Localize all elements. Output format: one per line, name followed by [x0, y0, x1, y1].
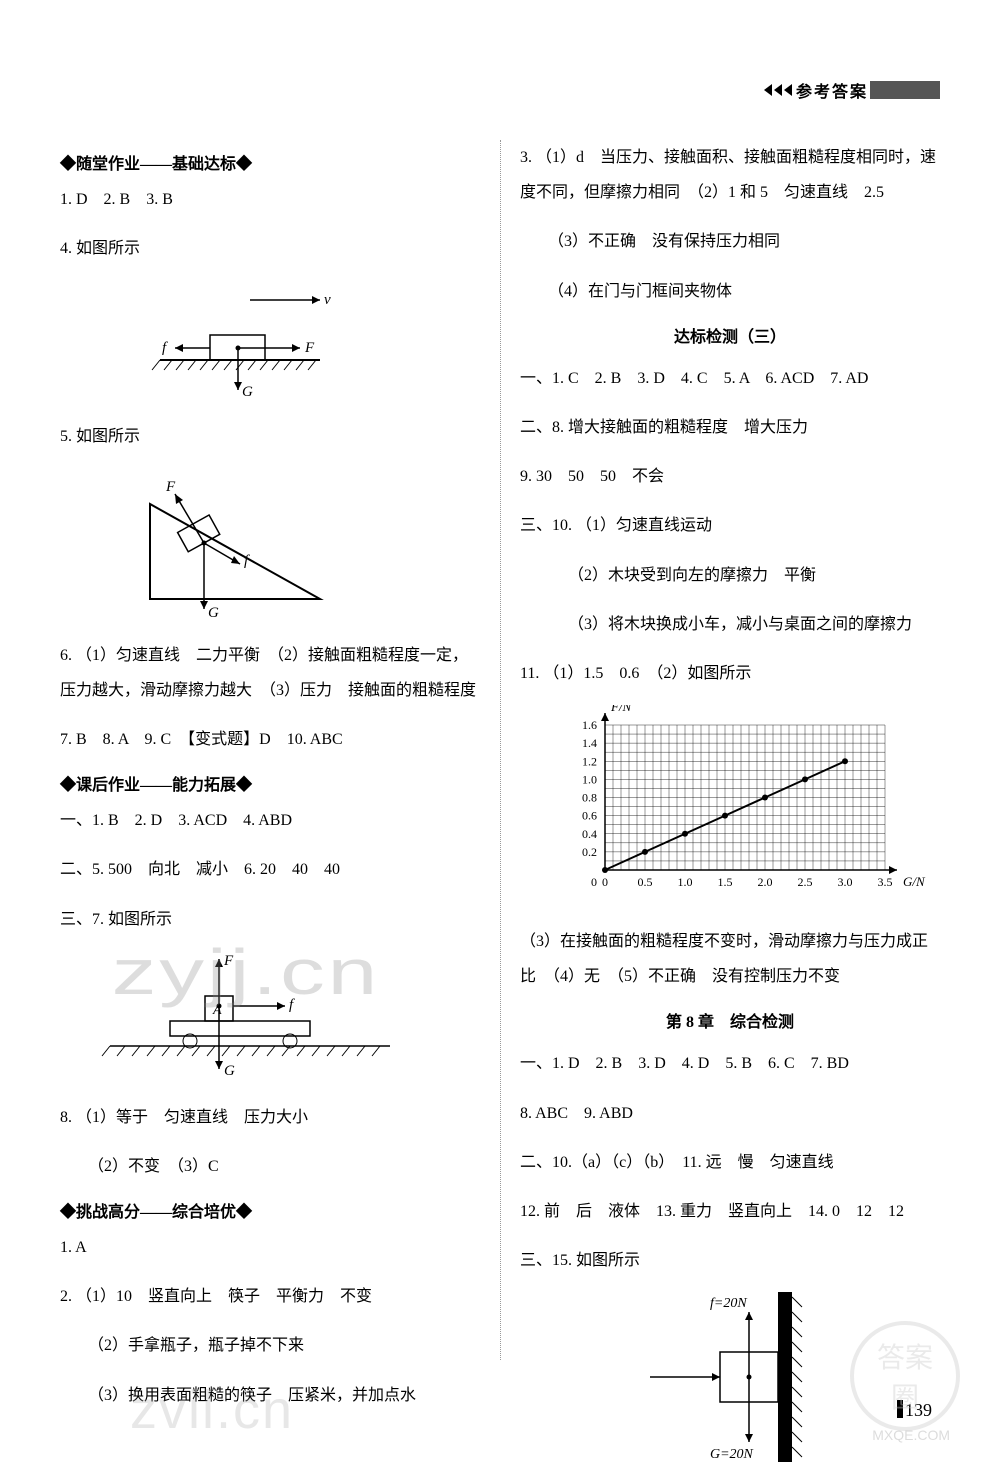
label-f: f: [244, 553, 250, 569]
answer-line: （2）不变 （3）C: [60, 1149, 480, 1184]
answer-line: 9. 30 50 50 不会: [520, 459, 940, 494]
section-title: ◆挑战高分——综合培优◆: [60, 1198, 480, 1222]
answer-line: （2）木块受到向左的摩擦力 平衡: [520, 558, 940, 593]
svg-text:0.5: 0.5: [638, 875, 653, 889]
answer-line: 8. （1）等于 匀速直线 压力大小: [60, 1100, 480, 1135]
svg-text:G/N: G/N: [903, 874, 926, 889]
answer-line: （3）将木块换成小车，减小与桌面之间的摩擦力: [520, 607, 940, 642]
figure-cart-diagram: A F f G: [90, 951, 480, 1086]
answer-line: 1. D 2. B 3. B: [60, 182, 480, 217]
answer-line: （2）手拿瓶子，瓶子掉不下来: [60, 1328, 480, 1363]
answer-line: 2. （1）10 竖直向上 筷子 平衡力 不变: [60, 1279, 480, 1314]
answer-line: 4. 如图所示: [60, 231, 480, 266]
answer-line: （3）在接触面的粗糙程度不变时，滑动摩擦力与压力成正比 （4）无 （5）不正确 …: [520, 924, 940, 994]
svg-text:0: 0: [602, 875, 608, 889]
section-title: ◆课后作业——能力拓展◆: [60, 771, 480, 795]
answer-line: 一、1. C 2. B 3. D 4. C 5. A 6. ACD 7. AD: [520, 361, 940, 396]
answer-line: （3）换用表面粗糙的筷子 压紧米，并加点水: [60, 1378, 480, 1413]
answer-line: 8. ABC 9. ABD: [520, 1096, 940, 1131]
answer-line: （4）在门与门框间夹物体: [520, 274, 940, 309]
answer-line: 二、5. 500 向北 减小 6. 20 40 40: [60, 852, 480, 887]
answer-line: 一、1. B 2. D 3. ACD 4. ABD: [60, 803, 480, 838]
svg-text:0.8: 0.8: [582, 791, 597, 805]
label-F: F: [304, 340, 315, 356]
label-G: G: [224, 1063, 235, 1079]
label-F: F: [223, 953, 234, 969]
section-title: 第 8 章 综合检测: [520, 1008, 940, 1032]
svg-text:1.0: 1.0: [678, 875, 693, 889]
svg-text:2.5: 2.5: [798, 875, 813, 889]
page-header: 参考答案: [764, 78, 940, 102]
label-v: v: [324, 292, 331, 308]
figure-force-diagram-block: F f G v: [120, 280, 480, 405]
figure-line-chart: 0 0.5 1.0 1.5 2.0 2.5 3.0 3.5 0.2 0.4 0.6 0.8 1.0 1.2…: [550, 705, 940, 910]
answer-line: 7. B 8. A 9. C 【变式题】D 10. ABC: [60, 722, 480, 757]
figure-wall-block-diagram: f=20N G=20N: [640, 1292, 940, 1467]
answer-line: 三、15. 如图所示: [520, 1243, 940, 1278]
svg-text:2.0: 2.0: [758, 875, 773, 889]
right-column: 3. （1）d 当压力、接触面积、接触面粗糙程度相同时，速度不同，但摩擦力相同 …: [520, 140, 940, 1481]
svg-text:0.2: 0.2: [582, 845, 597, 859]
answer-line: 3. （1）d 当压力、接触面积、接触面粗糙程度相同时，速度不同，但摩擦力相同 …: [520, 140, 940, 210]
label-G: G=20N: [710, 1447, 754, 1462]
label-f: f: [162, 340, 168, 356]
answer-line: 1. A: [60, 1230, 480, 1265]
svg-text:3.0: 3.0: [838, 875, 853, 889]
answer-line: 二、10.（a）（c）（b） 11. 远 慢 匀速直线: [520, 1145, 940, 1180]
chevrons-left-icon: [764, 84, 792, 96]
label-f: f=20N: [710, 1296, 747, 1311]
answer-line: 5. 如图所示: [60, 419, 480, 454]
answer-line: 11. （1）1.5 0.6 （2）如图所示: [520, 656, 940, 691]
svg-text:0.4: 0.4: [582, 827, 597, 841]
svg-text:1.5: 1.5: [718, 875, 733, 889]
answer-line: 6. （1）匀速直线 二力平衡 （2）接触面粗糙程度一定，压力越大，滑动摩擦力越…: [60, 638, 480, 708]
svg-text:0: 0: [591, 875, 597, 889]
svg-text:0.6: 0.6: [582, 809, 597, 823]
answer-line: 三、7. 如图所示: [60, 902, 480, 937]
left-column: ◆随堂作业——基础达标◆ 1. D 2. B 3. B 4. 如图所示 F f …: [60, 140, 480, 1427]
answer-line: 一、1. D 2. B 3. D 4. D 5. B 6. C 7. BD: [520, 1046, 940, 1081]
svg-text:1.2: 1.2: [582, 754, 597, 768]
figure-incline-diagram: F f G: [120, 469, 480, 624]
page-number: 139: [897, 1400, 932, 1421]
svg-text:3.5: 3.5: [878, 875, 893, 889]
section-title: ◆随堂作业——基础达标◆: [60, 150, 480, 174]
answer-line: 二、8. 增大接触面的粗糙程度 增大压力: [520, 410, 940, 445]
answer-line: （3）不正确 没有保持压力相同: [520, 224, 940, 259]
header-title: 参考答案: [796, 78, 868, 102]
svg-text:1.4: 1.4: [582, 736, 597, 750]
label-G: G: [242, 384, 253, 400]
column-divider: [500, 140, 501, 1360]
label-F: F: [165, 479, 176, 495]
svg-text:1.6: 1.6: [582, 718, 597, 732]
section-title: 达标检测（三）: [520, 323, 940, 347]
header-decor: [870, 81, 940, 99]
label-f: f: [289, 997, 295, 1013]
answer-line: 三、10. （1）匀速直线运动: [520, 508, 940, 543]
answer-line: 12. 前 后 液体 13. 重力 竖直向上 14. 0 12 12: [520, 1194, 940, 1229]
svg-text:1.0: 1.0: [582, 772, 597, 786]
label-G: G: [208, 605, 219, 619]
svg-text:F/N: F/N: [610, 705, 633, 714]
